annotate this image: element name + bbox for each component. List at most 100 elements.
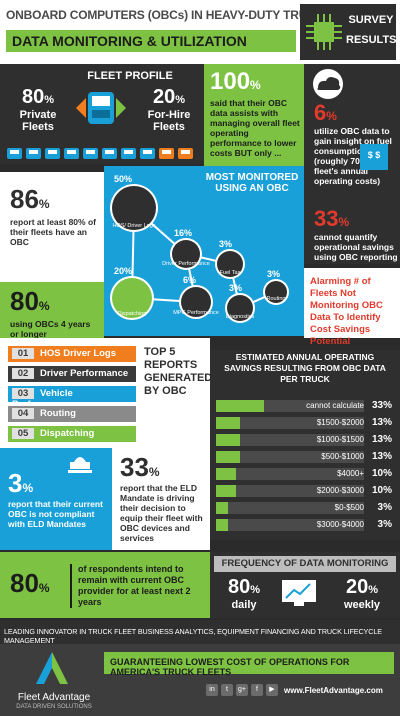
most-monitored-bubbles: HOS/ Driver Logs 50% Driver Performance 16%… [110, 174, 289, 323]
truck-icon [7, 148, 22, 159]
savings-track [216, 502, 364, 514]
bubble-pct: 50% [114, 174, 132, 184]
capitol-icon [66, 452, 94, 474]
frequency-title: FREQUENCY OF DATA MONITORING [214, 556, 396, 572]
brand-tagline: DATA DRIVEN SOLUTIONS [16, 704, 92, 710]
savings-pct: 10% [371, 468, 392, 479]
bubble-label: HOS/ Driver Logs [112, 223, 155, 229]
top5-label: Dispatching [40, 428, 95, 439]
savings-pct: 13% [371, 417, 392, 428]
fleet-advantage-logo [6, 648, 98, 696]
bubble [181, 287, 211, 317]
savings-row: $2000-$3000 10% [216, 485, 392, 497]
survey-text: SURVEY RESULTS [346, 14, 397, 46]
bubble-label: Dispatching [118, 311, 147, 317]
website-link[interactable]: www.FleetAdvantage.com [284, 686, 383, 695]
social-icon[interactable]: ▶ [266, 684, 278, 696]
top5-item: 01 HOS Driver Logs [8, 346, 136, 362]
top5-label: Driver Performance [40, 368, 129, 379]
bubble [217, 251, 243, 277]
stat-80c-value: 80% [10, 568, 50, 598]
leader-strip: LEADING INNOVATOR IN TRUCK FLEET BUSINES… [0, 620, 400, 645]
bubble-pct: 6% [183, 275, 196, 285]
bubble-label: Diagnostics [226, 314, 255, 320]
savings-bar [216, 400, 264, 412]
savings-row: $500-$1000 13% [216, 451, 392, 463]
most-monitored-title: MOST MONITORED USING AN OBC [205, 172, 299, 194]
stat-100: 100% said that their OBC data assists wi… [210, 68, 300, 158]
social-icon[interactable]: g+ [236, 684, 248, 696]
social-icon[interactable]: f [251, 684, 263, 696]
top5-item: 02 Driver Performance [8, 366, 136, 382]
top5-number: 01 [12, 348, 34, 359]
savings-label: $4000+ [337, 469, 364, 478]
bubble-pct: 16% [174, 228, 192, 238]
truck-icon [83, 148, 98, 159]
circuit-chip-icon [306, 14, 342, 50]
bubble-label: Fuel Tax [220, 270, 241, 276]
monitor-chart-icon [280, 578, 318, 608]
truck-icon [178, 148, 193, 159]
savings-pct: 3% [377, 519, 392, 530]
savings-pct: 3% [377, 502, 392, 513]
bubble-label: Driver Performance [162, 261, 210, 267]
savings-track [216, 434, 364, 446]
savings-row: $4000+ 10% [216, 468, 392, 480]
top5-number: 03 [12, 388, 34, 399]
bubble [172, 240, 200, 268]
savings-row: cannot calculate 33% [216, 400, 392, 412]
truck-icon [102, 148, 117, 159]
savings-bar [216, 434, 240, 446]
bubble [112, 186, 156, 230]
stat-80c-text: of respondents intend to remain with cur… [70, 564, 204, 608]
top5-number: 02 [12, 368, 34, 379]
truck-icon [26, 148, 41, 159]
savings-pct: 13% [371, 434, 392, 445]
truck-icon [45, 148, 60, 159]
savings-title: ESTIMATED ANNUAL OPERATING SAVINGS RESUL… [224, 352, 386, 384]
savings-label: cannot calculate [306, 401, 364, 410]
savings-label: $2000-$3000 [316, 486, 364, 495]
savings-bar [216, 468, 237, 480]
top5-title: TOP 5 REPORTS GENERATED BY OBC [144, 346, 213, 397]
title-line2: DATA MONITORING & UTILIZATION [6, 30, 296, 52]
stat-33b-panel [112, 448, 210, 550]
savings-label: $500-$1000 [321, 452, 364, 461]
top5-item: 05 Dispatching [8, 426, 136, 442]
brand-name: Fleet Advantage [17, 692, 91, 703]
frequency-weekly: 20% weekly [343, 576, 381, 611]
savings-pct: 10% [371, 485, 392, 496]
bubble-label: Routing [267, 296, 286, 302]
private-fleets: 80% Private Fleets [19, 86, 57, 133]
frequency-daily: 80% daily [227, 576, 261, 611]
truck-row-icon [7, 148, 193, 159]
bubble [227, 295, 253, 321]
savings-bar [216, 485, 237, 497]
money-icon: $ $ [360, 144, 388, 170]
savings-track [216, 485, 364, 497]
savings-label: $1500-$2000 [316, 418, 364, 427]
stat-6: 6% utilize OBC data to gain insight on f… [314, 100, 392, 186]
social-icon[interactable]: t [221, 684, 233, 696]
savings-label: $3000-$4000 [316, 520, 364, 529]
savings-bar [216, 502, 228, 514]
top5-label: Routing [40, 408, 76, 419]
savings-bar [216, 451, 240, 463]
savings-bar [216, 519, 228, 531]
savings-track [216, 519, 364, 531]
title-line1: ONBOARD COMPUTERS (OBCs) IN HEAVY-DUTY T… [6, 8, 332, 22]
top5-item: 03 Vehicle Performance [8, 386, 136, 410]
social-icon[interactable]: in [206, 684, 218, 696]
bubble-pct: 3% [267, 269, 280, 279]
savings-track [216, 468, 364, 480]
savings-label: $1000-$1500 [316, 435, 364, 444]
top5-label: HOS Driver Logs [40, 348, 117, 359]
stat-80b: 80% using OBCs 4 years or longer [10, 286, 91, 339]
stat-3-panel [0, 448, 112, 550]
savings-row: $3000-$4000 3% [216, 519, 392, 531]
stat-86: 86% report at least 80% of their fleets … [10, 184, 96, 247]
top5-number: 04 [12, 408, 34, 419]
top5-item: 04 Routing [8, 406, 136, 422]
savings-pct: 33% [371, 400, 392, 411]
